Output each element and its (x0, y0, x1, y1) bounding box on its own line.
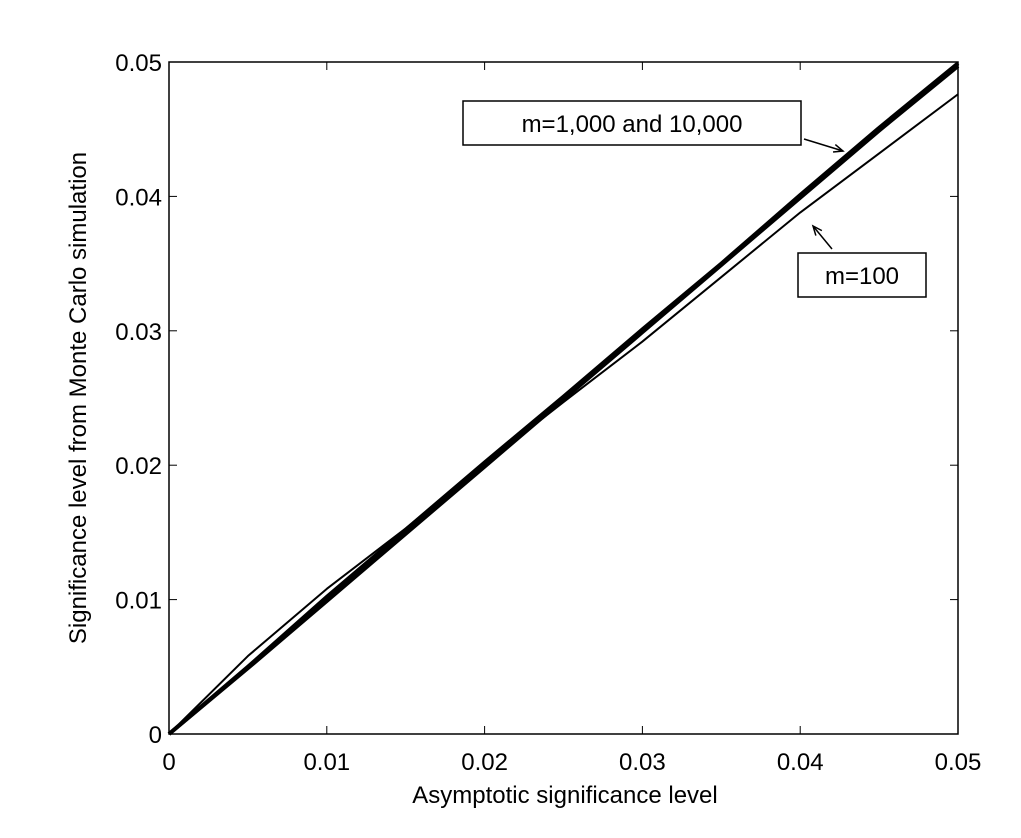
y-tick-label: 0.05 (115, 50, 162, 77)
series-line (168, 93, 959, 735)
x-axis-label: Asymptotic significance level (412, 782, 717, 809)
x-tick-label: 0.05 (935, 749, 982, 776)
annotation-arrow (812, 225, 833, 250)
y-tick-label: 0.04 (115, 184, 162, 211)
annotation-box (797, 252, 927, 298)
x-tick-label: 0.02 (461, 749, 508, 776)
arrow-head (811, 224, 823, 236)
y-axis-label: Significance level from Monte Carlo simu… (65, 152, 92, 644)
y-tick-label: 0.03 (115, 319, 162, 346)
annotation-box (462, 100, 802, 146)
series-line (167, 61, 960, 736)
y-tick-label: 0.02 (115, 453, 162, 480)
y-tick-label: 0 (149, 722, 162, 749)
x-tick-label: 0.01 (303, 749, 350, 776)
x-tick-label: 0.03 (619, 749, 666, 776)
annotation-arrow (803, 138, 844, 152)
plot-frame (168, 61, 959, 735)
x-tick-label: 0 (162, 749, 175, 776)
series-line (167, 64, 960, 736)
arrow-head (832, 143, 845, 153)
annotation: m=100 (825, 263, 899, 290)
y-tick-label: 0.01 (115, 588, 162, 615)
x-tick-label: 0.04 (777, 749, 824, 776)
annotation: m=1,000 and 10,000 (522, 111, 743, 138)
